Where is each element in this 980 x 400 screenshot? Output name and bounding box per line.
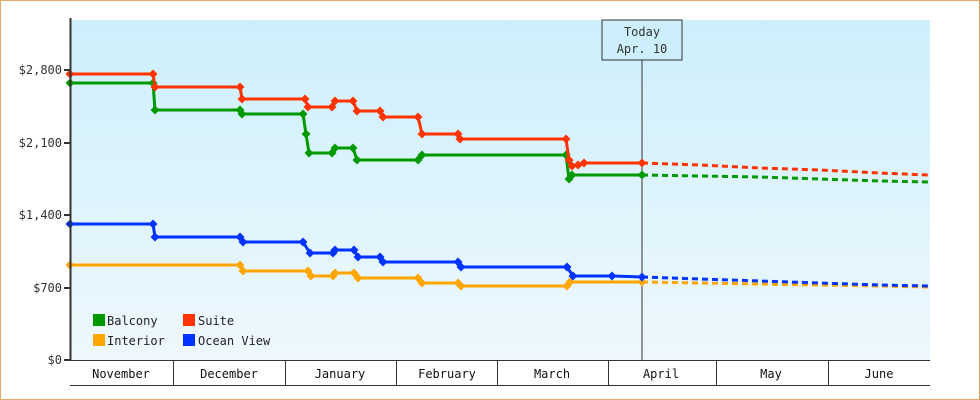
x-axis: November December January February March… — [70, 360, 930, 386]
legend-item-interior[interactable]: Interior — [93, 334, 165, 348]
data-point-marker[interactable] — [150, 232, 160, 242]
month-label-march: March — [534, 367, 570, 381]
data-point-marker[interactable] — [455, 134, 465, 144]
month-label-november: November — [92, 367, 150, 381]
data-point-marker[interactable] — [456, 281, 466, 291]
data-point-marker[interactable] — [637, 170, 647, 180]
data-point-marker[interactable] — [148, 69, 158, 79]
data-point-marker[interactable] — [298, 109, 308, 119]
series-ocean-view — [65, 219, 929, 288]
data-point-marker[interactable] — [348, 143, 358, 153]
series-layer — [65, 69, 929, 291]
data-point-marker[interactable] — [637, 158, 647, 168]
month-label-april: April — [643, 367, 679, 381]
data-point-marker[interactable] — [330, 245, 340, 255]
data-point-marker[interactable] — [148, 219, 158, 229]
y-tick-label: $2,100 — [19, 136, 62, 150]
data-point-marker[interactable] — [303, 102, 313, 112]
series-suite — [65, 69, 929, 177]
legend-swatch-ocean-view — [183, 334, 195, 346]
data-point-marker[interactable] — [353, 273, 363, 283]
data-point-marker[interactable] — [567, 161, 577, 171]
data-point-marker[interactable] — [637, 272, 647, 282]
legend-label-balcony: Balcony — [107, 314, 158, 328]
data-point-marker[interactable] — [562, 262, 572, 272]
data-point-marker[interactable] — [235, 82, 245, 92]
data-point-marker[interactable] — [568, 271, 578, 281]
data-point-marker[interactable] — [300, 94, 310, 104]
month-label-may: May — [760, 367, 782, 381]
legend-item-suite[interactable]: Suite — [183, 314, 234, 328]
data-point-marker[interactable] — [417, 129, 427, 139]
legend-label-interior: Interior — [107, 334, 165, 348]
today-label: Today — [624, 25, 660, 39]
plot-background — [70, 20, 930, 360]
data-point-marker[interactable] — [330, 143, 340, 153]
data-point-marker[interactable] — [150, 105, 160, 115]
data-point-marker[interactable] — [637, 277, 647, 287]
data-point-marker[interactable] — [150, 82, 160, 92]
data-point-marker[interactable] — [567, 170, 577, 180]
data-point-marker[interactable] — [561, 134, 571, 144]
data-point-marker[interactable] — [353, 252, 363, 262]
data-point-marker[interactable] — [413, 112, 423, 122]
data-point-marker[interactable] — [298, 237, 308, 247]
data-point-marker[interactable] — [378, 112, 388, 122]
month-dividers — [173, 360, 829, 385]
data-point-marker[interactable] — [238, 266, 248, 276]
y-tick-label: $0 — [48, 353, 62, 367]
data-point-marker[interactable] — [378, 257, 388, 267]
legend-swatch-balcony — [93, 314, 105, 326]
data-point-marker[interactable] — [305, 248, 315, 258]
data-point-marker[interactable] — [238, 237, 248, 247]
legend: Balcony Suite Interior Ocean View — [93, 314, 271, 348]
month-label-january: January — [315, 367, 366, 381]
data-point-marker[interactable] — [417, 278, 427, 288]
data-point-marker[interactable] — [607, 271, 617, 281]
data-point-marker[interactable] — [579, 158, 589, 168]
month-label-february: February — [418, 367, 476, 381]
data-point-marker[interactable] — [237, 94, 247, 104]
legend-item-ocean-view[interactable]: Ocean View — [183, 334, 271, 348]
data-point-marker[interactable] — [352, 155, 362, 165]
data-point-marker[interactable] — [304, 148, 314, 158]
today-box — [601, 19, 683, 61]
data-point-marker[interactable] — [306, 271, 316, 281]
legend-item-balcony[interactable]: Balcony — [93, 314, 158, 328]
legend-swatch-suite — [183, 314, 195, 326]
month-label-june: June — [865, 367, 894, 381]
y-tick-label: $1,400 — [19, 208, 62, 222]
y-tick-label: $700 — [33, 281, 62, 295]
data-point-marker[interactable] — [330, 96, 340, 106]
legend-swatch-interior — [93, 334, 105, 346]
legend-label-suite: Suite — [198, 314, 234, 328]
data-point-marker[interactable] — [301, 129, 311, 139]
series-interior — [65, 260, 929, 291]
y-ticks: $2,800 $2,100 $1,400 $700 $0 — [19, 63, 70, 367]
today-date: Apr. 10 — [617, 42, 668, 56]
y-tick-label: $2,800 — [19, 63, 62, 77]
data-point-marker[interactable] — [348, 96, 358, 106]
today-marker: Today Apr. 10 — [601, 19, 683, 61]
data-point-marker[interactable] — [330, 268, 340, 278]
data-point-marker[interactable] — [352, 106, 362, 116]
data-point-marker[interactable] — [417, 150, 427, 160]
data-point-marker[interactable] — [237, 109, 247, 119]
legend-label-ocean-view: Ocean View — [198, 334, 271, 348]
month-label-december: December — [200, 367, 258, 381]
data-point-marker[interactable] — [456, 262, 466, 272]
data-point-marker[interactable] — [349, 245, 359, 255]
